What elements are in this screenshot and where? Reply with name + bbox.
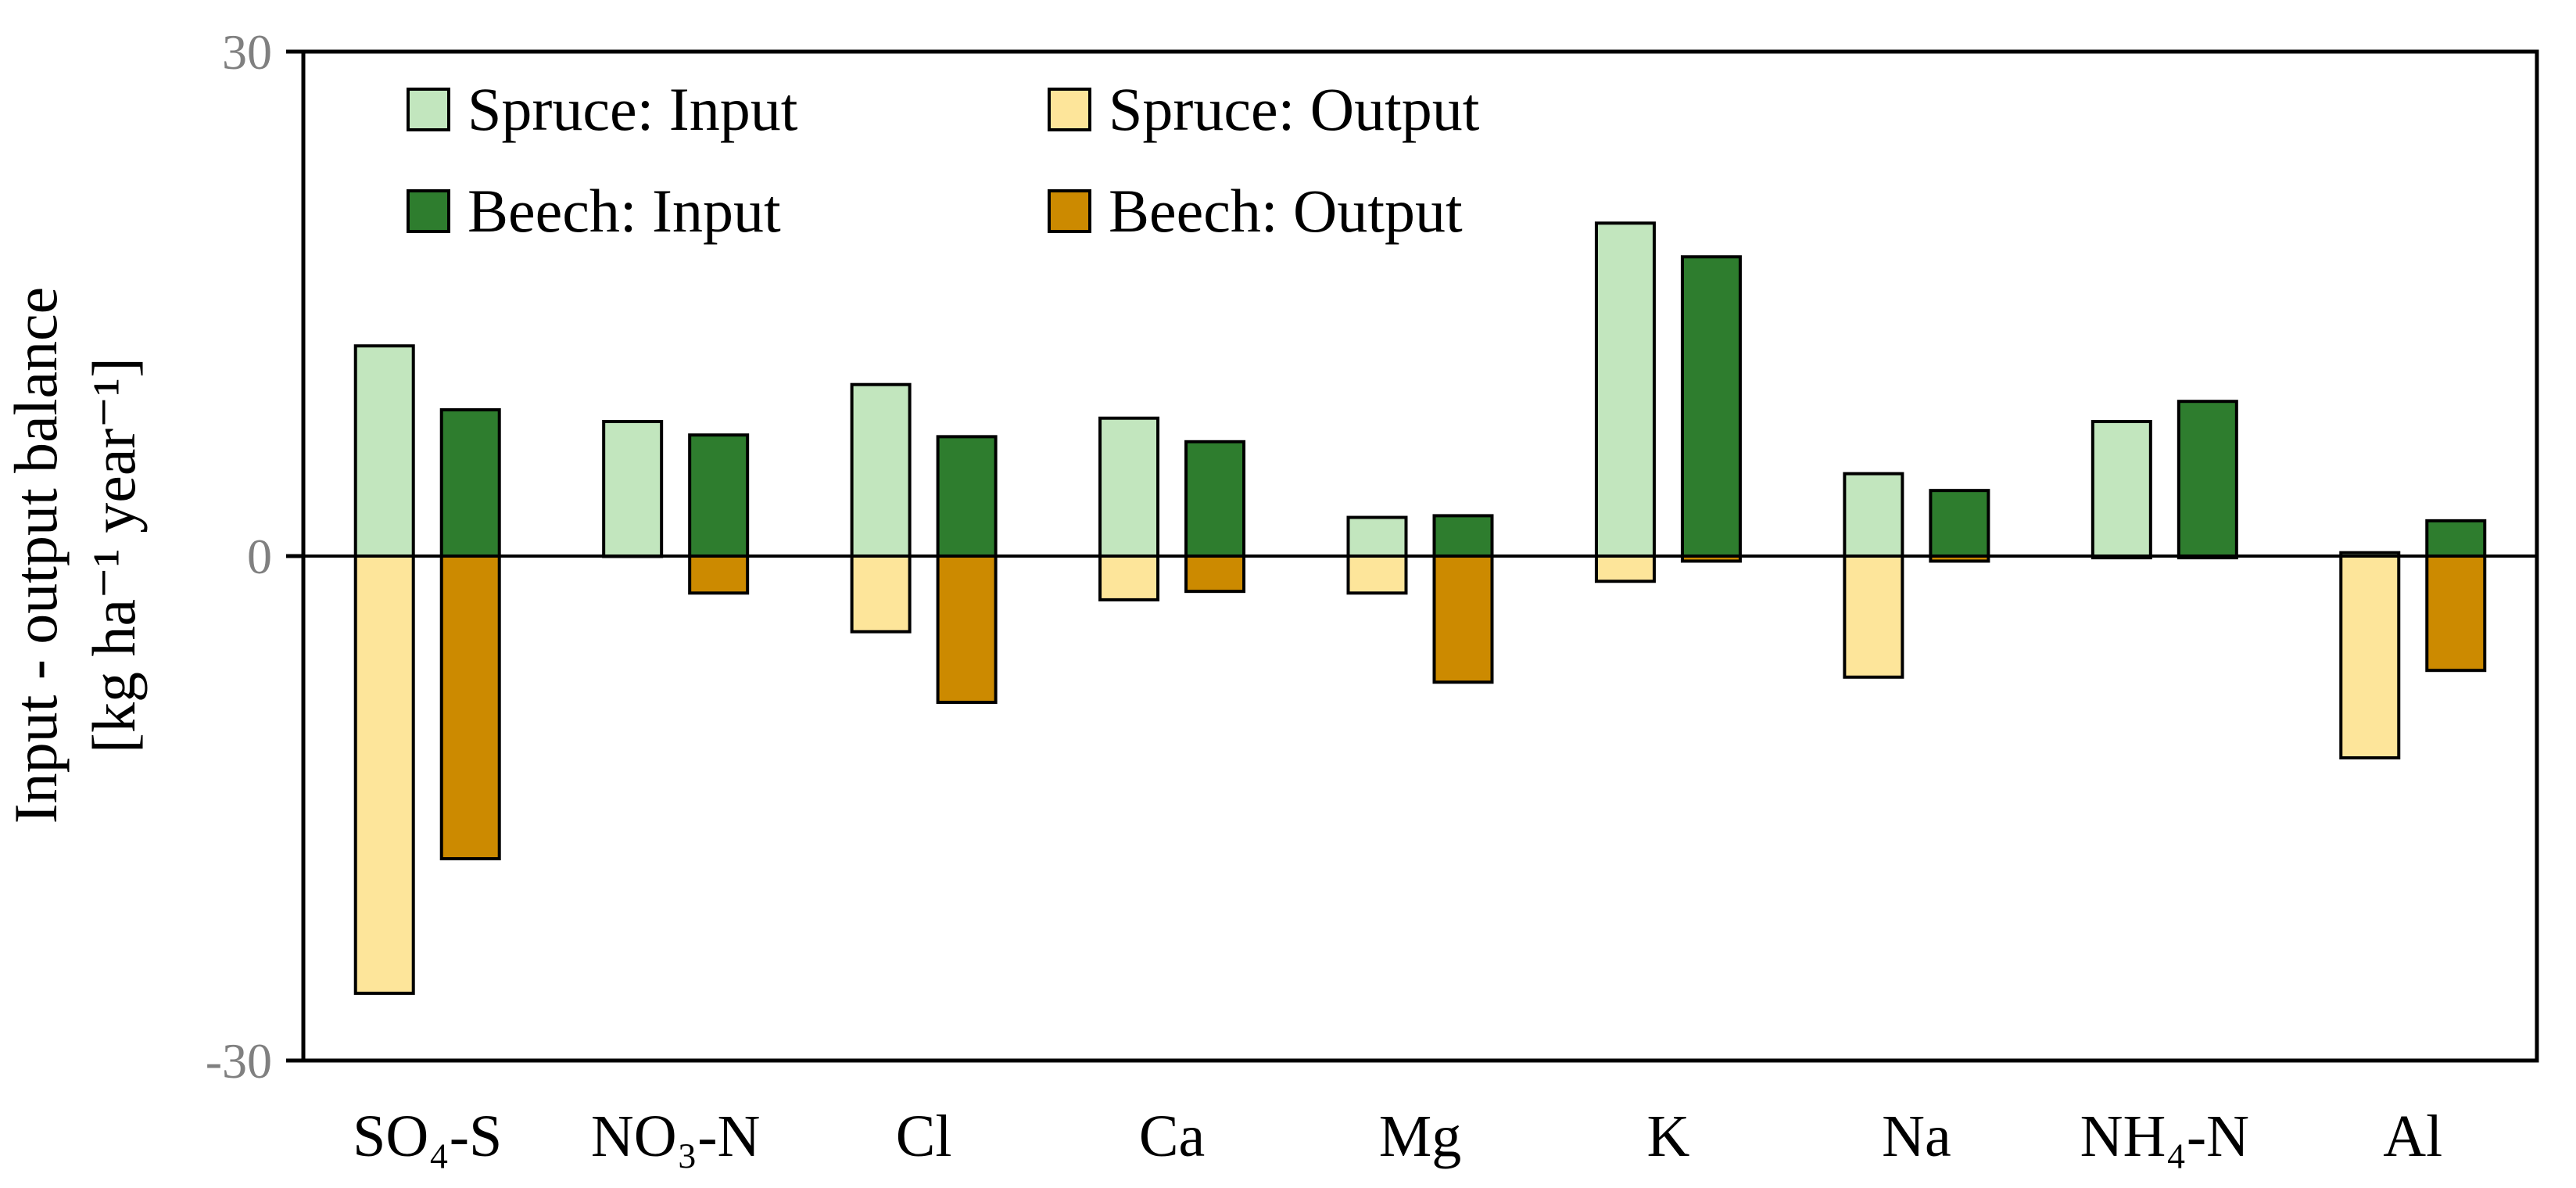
bar-beech-input-2 — [936, 435, 998, 558]
axes-group: 30 0 -30 — [206, 24, 2537, 1089]
bar-spruce-input-0 — [353, 344, 415, 558]
legend-swatch — [1048, 88, 1091, 131]
y-axis-title-line1: Input - output balance — [2, 287, 70, 824]
x-category-label: NH₄-N — [2080, 1104, 2249, 1169]
bar-spruce-output-8 — [2339, 555, 2401, 759]
bar-beech-input-8 — [2425, 519, 2487, 558]
x-category-label: Ca — [1139, 1104, 1205, 1169]
legend-label: Spruce: Output — [1109, 75, 1480, 143]
bar-spruce-output-5 — [1594, 555, 1656, 583]
bar-beech-input-5 — [1680, 255, 1742, 558]
bar-beech-input-3 — [1184, 440, 1246, 558]
bar-spruce-input-6 — [1843, 472, 1904, 558]
bar-spruce-output-2 — [850, 555, 912, 633]
bar-spruce-input-5 — [1594, 221, 1656, 558]
legend-label: Spruce: Input — [468, 75, 798, 143]
y-axis-title-line2: [kg ha⁻¹ year⁻¹] — [80, 357, 148, 753]
bar-beech-input-1 — [688, 433, 750, 558]
x-category-label: Mg — [1379, 1104, 1462, 1169]
legend-swatch — [1048, 189, 1091, 233]
y-tick-label: 30 — [222, 24, 272, 80]
x-category-label: Al — [2383, 1104, 2442, 1169]
bar-beech-output-0 — [439, 555, 501, 860]
y-tick-label: 0 — [247, 529, 272, 584]
x-category-label: Na — [1882, 1104, 1951, 1169]
bar-spruce-output-3 — [1098, 555, 1160, 601]
bar-spruce-input-7 — [2091, 420, 2152, 558]
bar-spruce-input-4 — [1346, 515, 1408, 558]
bar-beech-output-4 — [1432, 555, 1494, 684]
legend-swatch — [407, 189, 450, 233]
x-category-label: K — [1646, 1104, 1689, 1169]
x-category-label: Cl — [896, 1104, 952, 1169]
labels-group: SO₄-S NO₃-N Cl Ca Mg K Na NH₄-N Al — [353, 1104, 2442, 1169]
legend-label: Beech: Output — [1109, 177, 1463, 245]
bar-spruce-output-6 — [1843, 555, 1904, 679]
bar-beech-output-8 — [2425, 555, 2487, 673]
x-category-label: NO₃-N — [591, 1104, 760, 1169]
x-category-label: SO₄-S — [353, 1104, 502, 1169]
bar-beech-input-4 — [1432, 514, 1494, 558]
bar-spruce-output-4 — [1346, 555, 1408, 595]
legend-label: Beech: Input — [468, 177, 781, 245]
bar-beech-input-0 — [439, 407, 501, 558]
bar-beech-output-3 — [1184, 555, 1246, 594]
bar-spruce-input-1 — [602, 420, 664, 558]
legend-swatch — [407, 88, 450, 131]
bar-beech-input-6 — [1929, 489, 1990, 558]
bar-spruce-output-0 — [353, 555, 415, 995]
legend: Spruce: Input Spruce: Output Beech: Input B… — [407, 75, 1480, 245]
bar-spruce-input-3 — [1098, 416, 1160, 558]
bar-beech-output-2 — [936, 555, 998, 705]
bar-beech-output-1 — [688, 555, 750, 595]
y-tick-label: -30 — [206, 1033, 272, 1089]
bars-group — [353, 221, 2487, 995]
bar-spruce-input-2 — [850, 382, 912, 558]
bar-beech-input-7 — [2177, 400, 2238, 558]
